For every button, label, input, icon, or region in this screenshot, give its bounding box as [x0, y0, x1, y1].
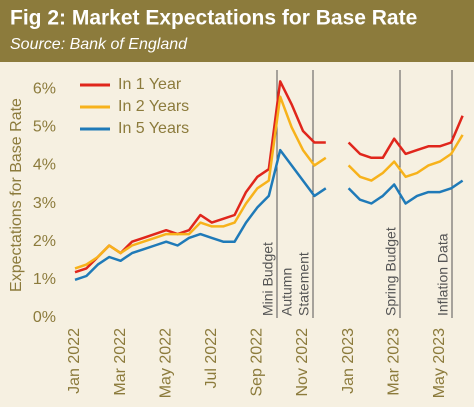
legend-label: In 1 Year	[118, 76, 182, 93]
y-tick-label: 2%	[33, 233, 56, 250]
chart-subtitle: Source: Bank of England	[10, 36, 188, 53]
x-tick-label: Jul 2022	[203, 328, 220, 389]
x-tick-label: Nov 2022	[294, 328, 311, 397]
series-line	[74, 95, 464, 270]
event-label: Statement	[296, 252, 312, 316]
y-tick-label: 6%	[33, 80, 56, 97]
legend-label: In 2 Years	[118, 98, 189, 115]
event-label: Spring Budget	[383, 227, 399, 316]
y-tick-label: 1%	[33, 271, 56, 288]
y-tick-label: 3%	[33, 195, 56, 212]
event-label: Inflation Data	[435, 233, 451, 316]
x-tick-label: Jan 2022	[66, 328, 83, 394]
y-tick-label: 4%	[33, 157, 56, 174]
x-tick-label: May 2023	[431, 328, 448, 398]
x-tick-label: Mar 2022	[112, 328, 129, 396]
y-tick-label: 5%	[33, 118, 56, 135]
y-axis-label: Expectations for Base Rate	[8, 98, 25, 292]
y-tick-label: 0%	[33, 309, 56, 326]
legend-label: In 5 Years	[118, 120, 189, 137]
x-tick-label: May 2022	[157, 328, 174, 398]
x-tick-label: Jan 2023	[340, 328, 357, 394]
x-tick-label: Sep 2022	[249, 328, 266, 397]
x-tick-label: Mar 2023	[385, 328, 402, 396]
series-line	[74, 148, 464, 281]
chart-title: Fig 2: Market Expectations for Base Rate	[10, 7, 417, 30]
event-label: Mini Budget	[260, 242, 276, 316]
title-banner	[0, 0, 474, 62]
event-label: Autumn	[279, 268, 295, 316]
